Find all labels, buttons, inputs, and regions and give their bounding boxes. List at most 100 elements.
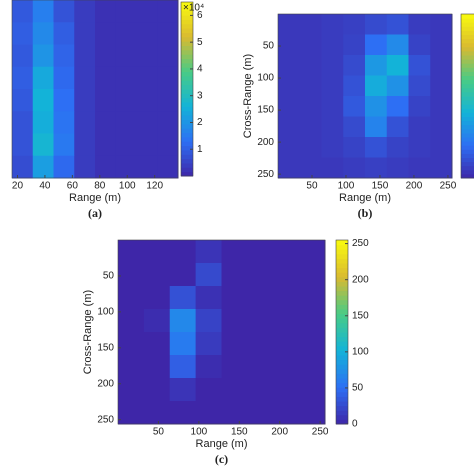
x-tick-label: 60 xyxy=(67,181,79,192)
heat-cell xyxy=(115,66,137,90)
colorbar-segment xyxy=(336,258,348,264)
heat-cell xyxy=(299,157,322,179)
heat-cell xyxy=(143,378,171,402)
heat-cell xyxy=(278,55,301,76)
heat-cell xyxy=(118,401,145,425)
heat-cell xyxy=(32,0,54,23)
colorbar-segment xyxy=(461,104,474,109)
heat-cell xyxy=(430,116,453,138)
colorbar-segment xyxy=(461,87,474,93)
colorbar-segment xyxy=(336,387,348,393)
colorbar-frame xyxy=(180,1,194,177)
heat-cell xyxy=(95,89,117,112)
heat-cell xyxy=(12,111,34,134)
heat-cell xyxy=(53,133,75,157)
colorbar-segment xyxy=(336,253,348,259)
colorbar-segment xyxy=(181,97,193,103)
heat-cell xyxy=(430,157,453,179)
colorbar-segment xyxy=(461,14,474,19)
colorbar-tick-label: 0 xyxy=(352,419,358,430)
x-tick-label: 100 xyxy=(119,181,136,192)
colorbar-segment xyxy=(181,110,193,116)
heat-cell xyxy=(53,155,75,179)
colorbar-segment xyxy=(336,244,348,250)
heat-cell xyxy=(299,401,326,425)
heat-cell xyxy=(408,55,431,76)
heat-cell xyxy=(408,137,431,158)
heat-cell xyxy=(53,66,75,90)
colorbar-segment xyxy=(181,2,193,7)
heat-cell xyxy=(386,116,409,138)
x-tick-label: 80 xyxy=(94,181,106,192)
y-tick-label: 100 xyxy=(257,73,274,84)
colorbar-segment xyxy=(181,149,193,155)
colorbar-segment xyxy=(461,75,474,81)
heat-cell xyxy=(95,22,117,45)
heat-cell xyxy=(95,44,117,68)
heat-cell xyxy=(32,44,54,68)
x-tick-label: 200 xyxy=(406,181,423,192)
colorbar-segment xyxy=(461,91,474,97)
heat-cell xyxy=(247,240,274,264)
heat-cell xyxy=(278,137,301,158)
colorbar-segment xyxy=(181,154,193,160)
heat-cell xyxy=(365,157,388,179)
colorbar-tick-label: 3 xyxy=(197,90,203,101)
heat-cell xyxy=(343,116,366,138)
plot-frame xyxy=(277,13,453,179)
heat-cell xyxy=(278,116,301,138)
heat-cell xyxy=(247,401,274,425)
heat-cell xyxy=(386,55,409,76)
colorbar-segment xyxy=(336,290,348,296)
colorbar-segment xyxy=(181,115,193,120)
x-tick-label: 20 xyxy=(12,181,24,192)
heat-cell xyxy=(115,133,137,157)
heat-cell xyxy=(365,96,388,117)
colorbar-segment xyxy=(336,419,348,425)
colorbar-segment xyxy=(336,359,348,365)
heat-cell xyxy=(74,44,96,68)
colorbar-segment xyxy=(461,137,474,142)
heat-cell xyxy=(321,34,344,56)
heat-cell xyxy=(195,401,222,425)
x-tick-label: 50 xyxy=(153,427,165,438)
colorbar-segment xyxy=(461,50,474,56)
heat-cell xyxy=(143,286,171,310)
heat-cell xyxy=(343,137,366,158)
panel-label: (c) xyxy=(215,452,228,466)
colorbar-segment xyxy=(461,96,474,101)
heat-cell xyxy=(221,401,248,425)
heat-cell xyxy=(299,96,322,117)
heat-cell xyxy=(12,133,34,157)
heat-cell xyxy=(115,155,137,179)
heat-cell xyxy=(169,240,197,264)
heat-cell xyxy=(299,75,322,97)
heat-cell xyxy=(299,309,326,333)
heat-cell xyxy=(12,0,34,23)
colorbar-segment xyxy=(181,119,193,125)
heat-cell xyxy=(408,157,431,179)
heat-cell xyxy=(299,55,322,76)
heat-cell xyxy=(157,66,179,90)
heat-cell xyxy=(221,263,248,287)
heat-cell xyxy=(299,34,322,56)
y-tick-label: 150 xyxy=(257,105,274,116)
heat-cell xyxy=(299,378,326,402)
y-tick-label: 250 xyxy=(97,414,114,425)
heat-cell xyxy=(321,116,344,138)
y-tick-label: 100 xyxy=(97,307,114,318)
colorbar-segment xyxy=(461,124,474,130)
heat-cell xyxy=(221,355,248,379)
heat-cell xyxy=(408,116,431,138)
colorbar-segment xyxy=(336,396,348,402)
colorbar-segment xyxy=(461,22,474,27)
heat-cell xyxy=(115,0,137,23)
heat-cell xyxy=(136,155,158,179)
heat-cell xyxy=(136,111,158,134)
heat-cell xyxy=(278,34,301,56)
colorbar-segment xyxy=(181,80,193,86)
colorbar-segment xyxy=(181,49,193,55)
heat-cell xyxy=(343,96,366,117)
heat-cell xyxy=(53,44,75,68)
heat-cell xyxy=(143,263,171,287)
